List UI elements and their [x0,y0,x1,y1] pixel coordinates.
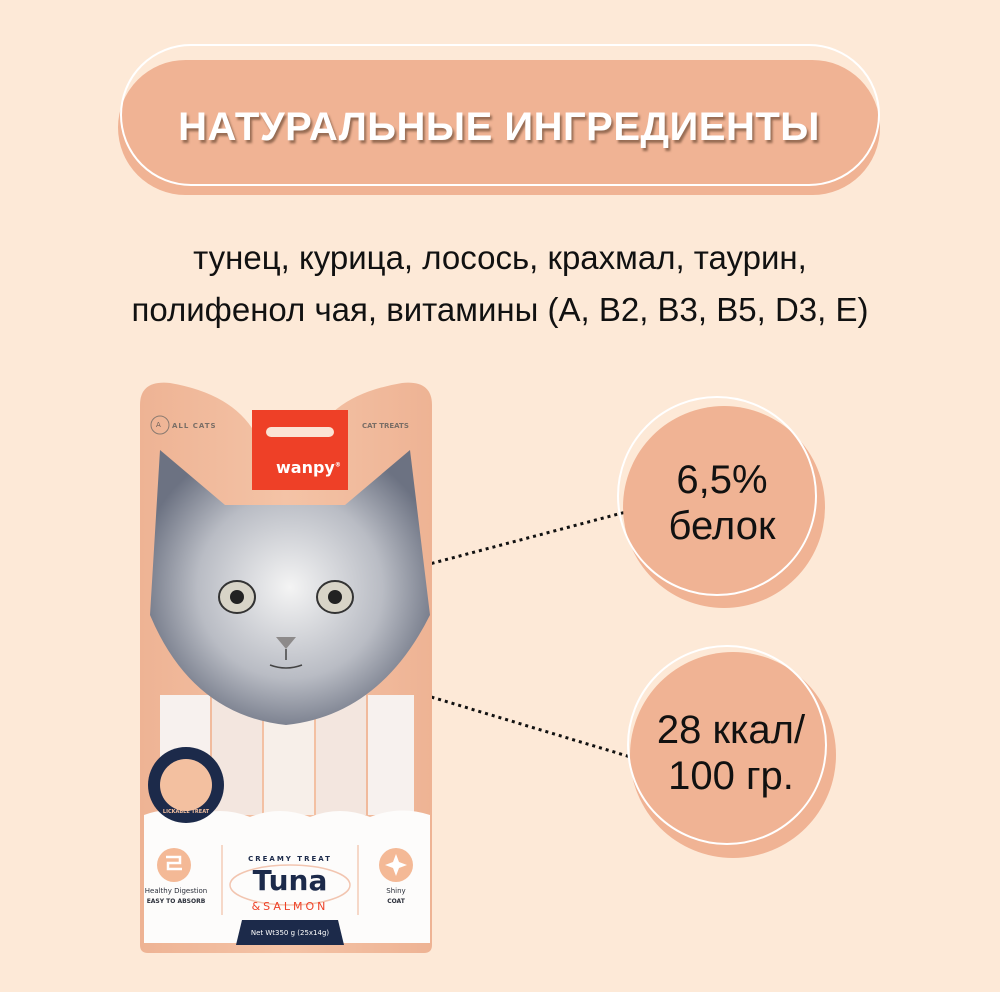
package-artwork [140,382,432,953]
badge-bottom-text: LICKABLE TREAT [162,809,210,815]
calories-value: 28 ккал/ [656,708,806,752]
product-package: wanpy® A ALL CATS CAT TREATS DELICIOUS L… [130,365,442,957]
registered-mark: ® [334,461,341,469]
protein-value: 6,5% [676,458,768,502]
brand-logo: wanpy® [276,458,341,477]
connector-calories [417,691,635,760]
feature-coat-sub: COAT [387,898,405,905]
calories-circle-ring [627,645,827,845]
badge-letter: A [156,421,161,429]
protein-circle-ring [617,396,817,596]
ingredients-line-1: тунец, курица, лосось, крахмал, таурин, [193,239,807,276]
ingredients-text: тунец, курица, лосось, крахмал, таурин, … [0,232,1000,336]
cat-illustration [150,450,430,725]
protein-label: белок [668,504,776,548]
net-weight: Net Wt350 g (25x14g) [250,929,330,937]
cat-treats-label: CAT TREATS [362,422,409,430]
feature-coat-title: Shiny [386,887,406,895]
flavor-name: Tuna [252,864,328,897]
feature-digestion-sub: EASY TO ABSORB [146,898,206,905]
calories-stat: 28 ккал/ 100 гр. [620,650,842,856]
ingredients-line-2: полифенол чая, витамины (A, B2, B3, B5, … [131,291,869,328]
banner-background [118,60,880,195]
banner-outline [120,44,880,186]
banner-title: НАТУРАЛЬНЫЕ ИНГРЕДИЕНТЫ [178,105,820,149]
flavor-secondary: &SALMON [251,900,329,913]
creamy-treat-label: CREAMY TREAT [248,855,332,863]
brand-name: wanpy [276,458,335,477]
connector-protein [417,510,627,569]
calories-label: 100 гр. [668,754,794,798]
badge-top-text: DELICIOUS [167,768,205,775]
feature-digestion-title: Healthy Digestion [144,887,208,895]
protein-stat: 6,5% белок [620,400,824,606]
all-cats-label: ALL CATS [172,422,217,430]
